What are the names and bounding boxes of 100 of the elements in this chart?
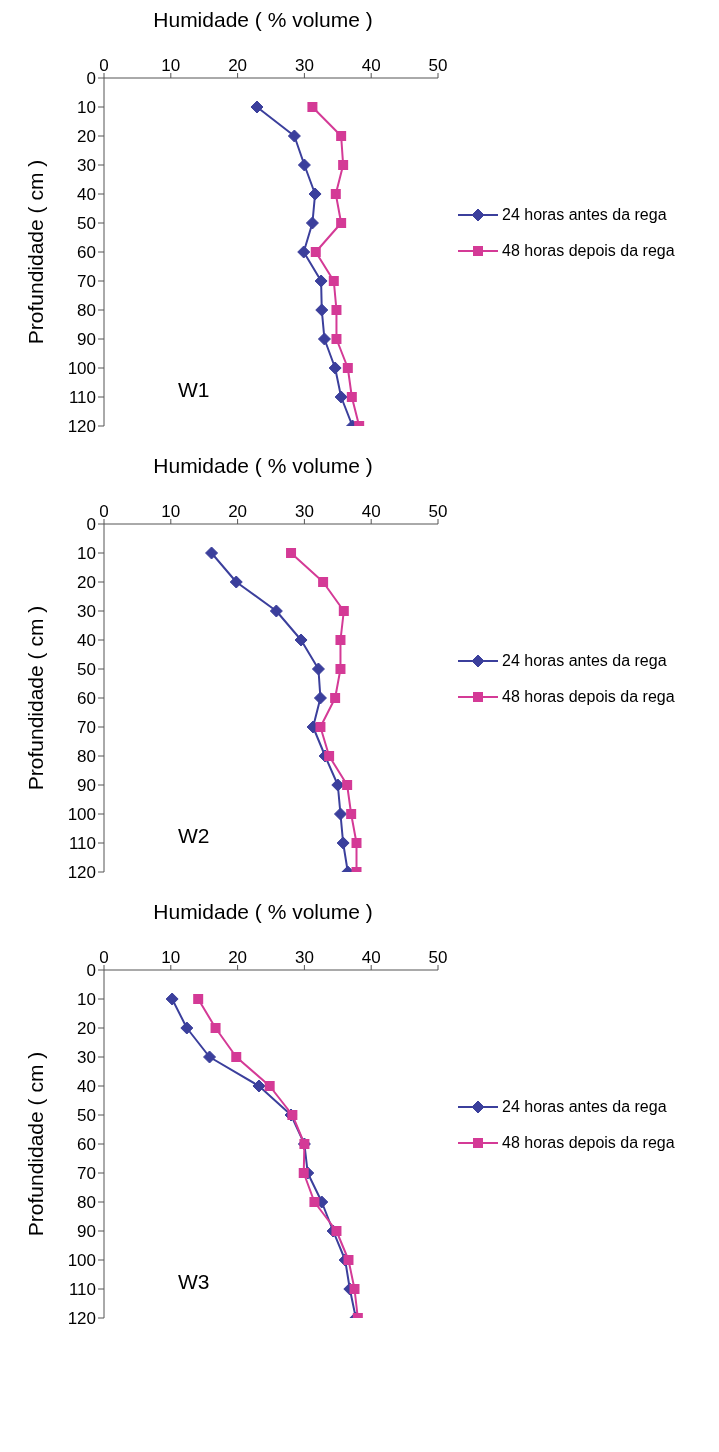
point [309, 1197, 320, 1207]
x-tick-label: 10 [161, 502, 181, 521]
y-tick-label: 0 [86, 515, 96, 535]
x-tick-label: 20 [228, 502, 248, 521]
legend-label: 24 horas antes da rega [502, 1098, 667, 1116]
legend-label: 48 horas depois da rega [502, 242, 675, 260]
point [315, 303, 329, 317]
point [338, 160, 349, 170]
point [331, 778, 345, 792]
x-tick-label: 20 [228, 948, 248, 967]
point [269, 604, 283, 618]
x-tick-label: 30 [294, 502, 314, 521]
y-tick-label: 50 [77, 660, 96, 680]
point [311, 662, 325, 676]
y-tick-label: 80 [77, 747, 96, 767]
point [342, 363, 353, 373]
y-axis-title: Profundidade ( cm ) [24, 1051, 48, 1237]
point [334, 390, 348, 404]
y-tick-label: 40 [77, 631, 96, 651]
y-tick-label: 0 [86, 69, 96, 89]
point [286, 548, 297, 558]
legend-label: 24 horas antes da rega [502, 652, 667, 670]
y-tick-label: 100 [67, 359, 96, 379]
y-tick-label: 50 [77, 214, 96, 234]
y-tick-label: 120 [67, 863, 96, 883]
x-axis-title: Humidade ( % volume ) [152, 8, 374, 32]
x-tick-label: 20 [228, 56, 248, 75]
point [318, 577, 329, 587]
point [338, 606, 349, 616]
x-tick-label: 30 [294, 56, 314, 75]
point [298, 1168, 309, 1178]
y-tick-label: 70 [77, 718, 96, 738]
point [205, 546, 219, 560]
point [287, 129, 301, 143]
y-tick-label: 30 [77, 602, 96, 622]
y-tick-label: 110 [68, 1280, 96, 1300]
y-axis-title: Profundidade ( cm ) [24, 159, 48, 345]
y-tick-label: 90 [77, 1222, 96, 1242]
point [328, 276, 339, 286]
y-tick-label: 40 [77, 185, 96, 205]
point [351, 838, 362, 848]
point [342, 780, 353, 790]
y-tick-label: 20 [77, 1019, 96, 1039]
point [336, 218, 347, 228]
point [314, 274, 328, 288]
y-tick-label: 60 [77, 689, 96, 709]
y-tick-label: 40 [77, 1077, 96, 1097]
point [333, 807, 347, 821]
y-tick-label: 20 [77, 573, 96, 593]
point [346, 809, 357, 819]
x-tick-label: 40 [361, 56, 381, 75]
annotation: W2 [178, 824, 210, 848]
point [343, 1255, 354, 1265]
point [317, 332, 331, 346]
y-tick-label: 10 [77, 98, 96, 118]
x-axis-title: Humidade ( % volume ) [152, 454, 374, 478]
point [330, 189, 341, 199]
point [305, 216, 319, 230]
point [313, 691, 327, 705]
point [165, 992, 179, 1006]
point [336, 131, 347, 141]
x-tick-label: 50 [428, 948, 448, 967]
y-tick-label: 70 [77, 272, 96, 292]
point [231, 1052, 242, 1062]
x-tick-label: 50 [428, 502, 448, 521]
point [308, 187, 322, 201]
point [203, 1050, 217, 1064]
x-tick-label: 0 [99, 56, 109, 75]
y-tick-label: 120 [67, 417, 96, 437]
legend-label: 24 horas antes da rega [502, 206, 667, 224]
annotation: W3 [178, 1270, 210, 1294]
y-tick-label: 110 [68, 834, 96, 854]
y-tick-label: 120 [67, 1309, 96, 1329]
y-tick-label: 100 [67, 805, 96, 825]
point [349, 1284, 360, 1294]
point [210, 1023, 221, 1033]
x-tick-label: 0 [99, 948, 109, 967]
y-tick-label: 20 [77, 127, 96, 147]
y-tick-label: 70 [77, 1164, 96, 1184]
x-tick-label: 50 [428, 56, 448, 75]
y-tick-label: 10 [77, 990, 96, 1010]
point [294, 633, 308, 647]
x-tick-label: 10 [161, 56, 181, 75]
x-tick-label: 0 [99, 502, 109, 521]
y-tick-label: 10 [77, 544, 96, 564]
legend-label: 48 horas depois da rega [502, 1134, 675, 1152]
y-tick-label: 50 [77, 1106, 96, 1126]
point [310, 247, 321, 257]
y-tick-label: 60 [77, 243, 96, 263]
y-tick-label: 0 [86, 961, 96, 981]
y-tick-label: 90 [77, 330, 96, 350]
y-tick-label: 60 [77, 1135, 96, 1155]
y-tick-label: 80 [77, 301, 96, 321]
x-tick-label: 40 [361, 502, 381, 521]
x-tick-label: 10 [161, 948, 181, 967]
y-tick-label: 110 [68, 388, 96, 408]
point [297, 245, 311, 259]
point [331, 1226, 342, 1236]
point [315, 722, 326, 732]
point [336, 836, 350, 850]
